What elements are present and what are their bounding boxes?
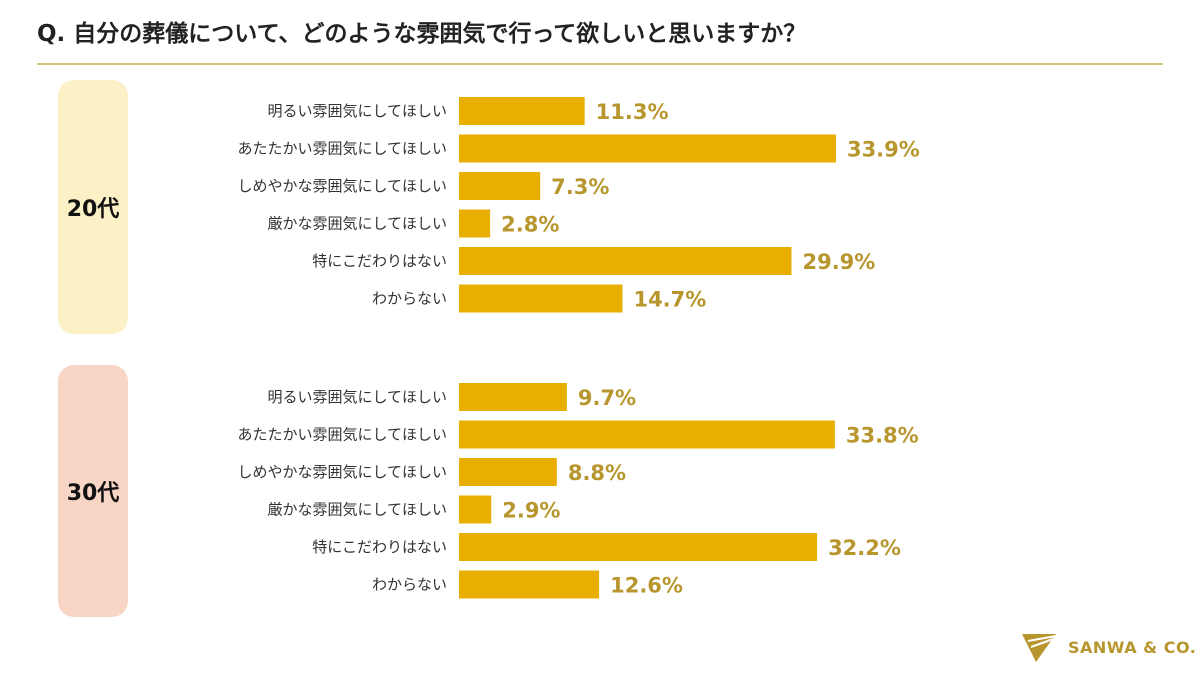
bar (459, 97, 585, 125)
category-label: 特にこだわりはない (312, 538, 447, 556)
bar (459, 247, 792, 275)
bar (459, 284, 623, 313)
value-label: 9.7% (578, 386, 636, 410)
bar (459, 495, 492, 524)
value-label: 14.7% (633, 288, 706, 312)
brand-name: SANWA & CO. (1068, 637, 1197, 657)
category-label: しめやかな雰囲気にしてほしい (237, 463, 447, 481)
value-label: 7.3% (551, 175, 609, 199)
category-label: 厳かな雰囲気にしてほしい (267, 501, 447, 519)
value-label: 11.3% (596, 100, 669, 124)
category-label: あたたかい雰囲気にしてほしい (237, 426, 447, 444)
category-label: わからない (372, 290, 447, 308)
value-label: 33.8% (846, 424, 919, 448)
value-label: 32.2% (828, 536, 901, 560)
category-label: あたたかい雰囲気にしてほしい (237, 140, 447, 158)
category-label: 特にこだわりはない (312, 252, 447, 270)
value-label: 2.9% (502, 499, 560, 523)
value-label: 2.8% (501, 213, 559, 237)
category-label: 厳かな雰囲気にしてほしい (267, 215, 447, 233)
bar (459, 570, 600, 599)
bar (459, 383, 567, 411)
category-label: しめやかな雰囲気にしてほしい (237, 177, 447, 195)
question-title: Q. 自分の葬儀について、どのような雰囲気で行って欲しいと思いますか？ (37, 21, 807, 47)
category-label: 明るい雰囲気にしてほしい (267, 102, 447, 120)
brand-mark-icon (1022, 634, 1057, 662)
value-label: 29.9% (802, 250, 875, 274)
bar (459, 209, 491, 238)
category-label: わからない (372, 576, 447, 594)
bar (459, 172, 541, 200)
bar (459, 420, 835, 449)
bar (459, 458, 557, 486)
bar (459, 533, 818, 561)
value-label: 8.8% (568, 461, 626, 485)
group-label-30s: 30代 (58, 365, 128, 617)
group-label-20s: 20代 (58, 80, 128, 334)
value-label: 12.6% (610, 574, 683, 598)
category-label: 明るい雰囲気にしてほしい (267, 388, 447, 406)
bar (459, 134, 836, 163)
brand-logo: SANWA & CO. (1022, 632, 1196, 662)
title-divider (37, 63, 1163, 65)
value-label: 33.9% (847, 138, 920, 162)
